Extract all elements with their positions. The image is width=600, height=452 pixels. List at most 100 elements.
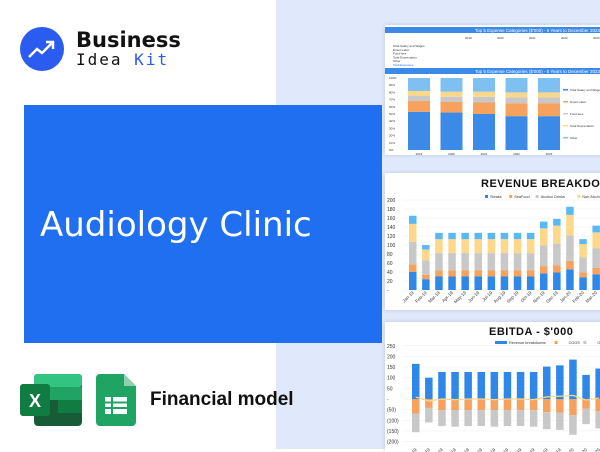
excel-icon: X [20,374,82,426]
brand-line1: Business [76,28,181,52]
table-col-header: 2023 [593,36,600,40]
page-title: Audiology Clinic [40,205,312,245]
bar-segment [592,248,600,268]
bar-segment [526,232,535,240]
bar-segment [592,225,600,233]
x-tick-label: Dec-19 [548,447,562,452]
bar-segment [487,270,496,277]
bar-segment [592,267,600,275]
bar-segment [505,103,528,117]
legend-label: Total Depreciation [570,124,594,128]
x-tick-label: Feb-20 [571,290,585,304]
y-tick-label: 40 [387,270,393,276]
bar-segment [422,260,430,275]
x-tick-label: Feb-19 [417,447,431,452]
y-tick-label: 60 [387,261,393,267]
x-tick-label: 2019 [416,152,423,155]
bar-segment [412,363,420,399]
y-tick-label: 250 [387,344,396,350]
bar-segment [490,371,499,399]
x-tick-label: Jul-19 [484,447,497,452]
brand-logo: Business Idea Kit [20,27,181,71]
bar-segment [538,78,560,93]
app-icons: X Financial model [20,374,294,426]
y-tick-label: 100% [389,76,397,80]
y-tick-label: 120 [387,234,396,240]
legend-swatch [535,195,539,198]
bar-segment [529,410,538,427]
y-tick-label: 90% [389,83,395,87]
y-tick-label: 20% [389,134,395,138]
legend-label: Direct Labor [570,100,586,104]
legend-label: Steaks [490,195,502,199]
y-tick-label: - [387,288,389,294]
bar-segment [592,274,600,290]
bar-segment [505,116,528,150]
bar-segment [516,399,525,411]
legend-swatch [495,341,507,344]
y-tick-label: 60% [389,105,395,109]
x-tick-label: Jun-19 [467,290,481,304]
x-tick-label: Sep-19 [509,447,523,452]
ebitda-line [415,394,600,402]
bar-segment [505,92,528,98]
bar-segment [490,399,499,411]
bar-segment [464,371,472,399]
x-tick-label: 2022 [513,152,520,155]
bar-segment [579,257,587,273]
x-tick-label: Feb-19 [414,290,428,304]
chart-header-bar [385,68,600,74]
bar-segment [540,228,548,246]
bar-segment [440,101,463,113]
bar-segment [408,111,430,150]
financial-model-label: Financial model [150,389,294,410]
x-tick-label: Aug-19 [493,290,507,304]
bar-segment [422,279,430,290]
x-tick-label: Dec-19 [545,290,559,304]
y-tick-label: 70% [389,98,395,102]
x-tick-label: 2023 [546,152,553,155]
bar-segment [461,232,469,240]
bar-segment [440,96,463,102]
chart-title: EBITDA - $'000 [489,326,574,338]
x-tick-label: Mar-20 [587,447,600,452]
bar-segment [474,232,482,240]
y-tick-label: 140 [387,225,396,231]
bar-segment [529,371,538,399]
bar-segment [503,371,512,399]
bar-segment [487,253,496,271]
bar-segment [579,239,587,245]
bar-segment [461,239,469,254]
bar-segment [409,241,417,265]
bar-segment [477,410,485,427]
y-tick-label: 100 [387,243,396,249]
bar-segment [409,215,417,224]
bar-segment [595,368,600,399]
bar-segment [595,399,600,412]
legend-label: Non Alcohol Drinks [582,195,600,199]
bar-segment [566,260,574,270]
x-tick-label: 2020 [448,152,455,155]
bar-segment [582,374,590,399]
y-tick-label: (200) [387,440,399,446]
bar-segment [579,244,587,258]
y-tick-label: 180 [387,207,396,213]
legend-label: SeaFood [514,195,529,199]
y-tick-label: 30% [389,126,395,130]
x-tick-label: Nov-19 [535,447,549,452]
bar-segment [553,265,561,273]
bar-segment [474,270,482,277]
bar-segment [461,276,469,290]
bar-segment [500,276,509,290]
legend-swatch [509,195,513,198]
bar-segment [505,78,528,93]
table-row-label: Total Salary and Wages [393,44,425,48]
bar-segment [553,272,561,290]
legend-swatch [577,195,581,198]
bar-segment [500,232,509,240]
bar-segment [440,78,463,92]
bar-segment [474,239,482,254]
x-tick-label: Feb-20 [574,447,588,452]
y-tick-label: 10% [389,141,395,145]
bar-segment [448,232,456,240]
